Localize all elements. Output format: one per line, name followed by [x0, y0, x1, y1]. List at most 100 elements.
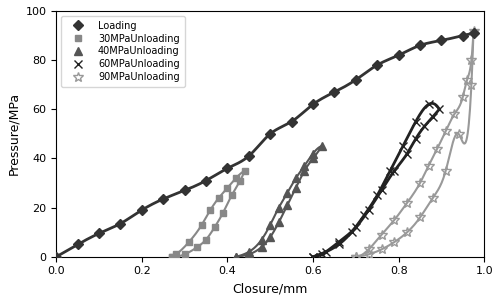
40MPaUnloading — [258, 245, 264, 249]
60MPaUnloading — [378, 188, 384, 192]
90MPaUnloading — [404, 201, 410, 204]
Loading — [53, 255, 59, 259]
60MPaUnloading — [318, 252, 324, 256]
90MPaUnloading — [417, 181, 423, 185]
60MPaUnloading — [336, 243, 342, 246]
60MPaUnloading — [310, 255, 316, 259]
60MPaUnloading — [413, 137, 419, 141]
30MPaUnloading — [173, 252, 179, 256]
90MPaUnloading — [366, 252, 372, 256]
30MPaUnloading — [224, 186, 230, 190]
Line: Loading: Loading — [53, 30, 477, 260]
60MPaUnloading — [353, 226, 359, 229]
30MPaUnloading — [242, 169, 248, 172]
Loading — [374, 63, 380, 67]
Loading — [246, 154, 252, 158]
90MPaUnloading — [426, 164, 432, 168]
X-axis label: Closure/mm: Closure/mm — [232, 282, 308, 295]
90MPaUnloading — [468, 83, 474, 86]
90MPaUnloading — [464, 78, 470, 82]
90MPaUnloading — [378, 248, 384, 251]
60MPaUnloading — [430, 115, 436, 118]
Loading — [182, 188, 188, 192]
30MPaUnloading — [198, 223, 204, 226]
60MPaUnloading — [310, 255, 316, 259]
40MPaUnloading — [318, 144, 324, 148]
Loading — [470, 31, 476, 35]
Loading — [396, 53, 402, 57]
60MPaUnloading — [413, 120, 419, 124]
Loading — [288, 120, 294, 124]
Legend: Loading, 30MPaUnloading, 40MPaUnloading, 60MPaUnloading, 90MPaUnloading: Loading, 30MPaUnloading, 40MPaUnloading,… — [61, 16, 184, 87]
30MPaUnloading — [182, 252, 188, 256]
90MPaUnloading — [353, 255, 359, 259]
90MPaUnloading — [392, 240, 398, 244]
30MPaUnloading — [233, 176, 239, 180]
Loading — [353, 78, 359, 82]
90MPaUnloading — [468, 58, 474, 62]
90MPaUnloading — [366, 248, 372, 251]
60MPaUnloading — [426, 103, 432, 106]
30MPaUnloading — [203, 238, 209, 241]
30MPaUnloading — [194, 245, 200, 249]
60MPaUnloading — [387, 169, 393, 172]
60MPaUnloading — [392, 169, 398, 172]
Loading — [310, 103, 316, 106]
60MPaUnloading — [404, 152, 410, 155]
40MPaUnloading — [267, 223, 273, 226]
30MPaUnloading — [186, 240, 192, 244]
60MPaUnloading — [362, 213, 368, 217]
90MPaUnloading — [452, 112, 458, 116]
60MPaUnloading — [422, 125, 428, 128]
60MPaUnloading — [400, 144, 406, 148]
90MPaUnloading — [417, 216, 423, 219]
30MPaUnloading — [169, 255, 175, 259]
40MPaUnloading — [233, 255, 239, 259]
40MPaUnloading — [293, 186, 299, 190]
90MPaUnloading — [434, 147, 440, 150]
Line: 90MPaUnloading: 90MPaUnloading — [351, 26, 478, 262]
90MPaUnloading — [404, 230, 410, 234]
40MPaUnloading — [310, 157, 316, 160]
Line: 60MPaUnloading: 60MPaUnloading — [309, 100, 444, 261]
30MPaUnloading — [238, 179, 244, 182]
30MPaUnloading — [228, 194, 234, 197]
40MPaUnloading — [302, 164, 308, 168]
Loading — [267, 132, 273, 136]
40MPaUnloading — [310, 152, 316, 155]
60MPaUnloading — [336, 240, 342, 244]
Y-axis label: Pressure/MPa: Pressure/MPa — [7, 92, 20, 175]
30MPaUnloading — [212, 226, 218, 229]
90MPaUnloading — [392, 218, 398, 222]
40MPaUnloading — [246, 250, 252, 254]
60MPaUnloading — [366, 208, 372, 212]
Loading — [224, 166, 230, 170]
40MPaUnloading — [302, 169, 308, 172]
Loading — [332, 90, 338, 94]
30MPaUnloading — [216, 196, 222, 200]
Loading — [203, 179, 209, 182]
90MPaUnloading — [470, 29, 476, 32]
Loading — [417, 43, 423, 47]
40MPaUnloading — [233, 255, 239, 259]
90MPaUnloading — [460, 95, 466, 99]
40MPaUnloading — [276, 206, 282, 209]
90MPaUnloading — [442, 169, 448, 172]
40MPaUnloading — [276, 220, 282, 224]
30MPaUnloading — [208, 208, 214, 212]
40MPaUnloading — [258, 238, 264, 241]
40MPaUnloading — [284, 191, 290, 195]
Loading — [96, 232, 102, 235]
90MPaUnloading — [430, 196, 436, 200]
Loading — [160, 197, 166, 201]
60MPaUnloading — [348, 230, 354, 234]
30MPaUnloading — [220, 211, 226, 214]
40MPaUnloading — [293, 176, 299, 180]
60MPaUnloading — [374, 194, 380, 197]
Loading — [74, 243, 80, 246]
40MPaUnloading — [246, 252, 252, 256]
Loading — [118, 222, 124, 225]
Loading — [438, 39, 444, 42]
90MPaUnloading — [378, 233, 384, 236]
90MPaUnloading — [456, 132, 462, 136]
